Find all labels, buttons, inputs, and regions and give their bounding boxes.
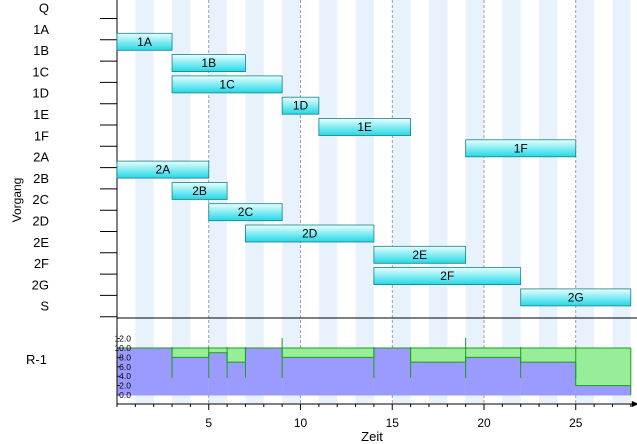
stripe [282, 0, 301, 404]
stripe [392, 0, 411, 404]
task-label: 1E [357, 120, 372, 134]
task-label: 1B [201, 56, 216, 70]
row-label: Q [39, 1, 49, 16]
task-bar [318, 118, 412, 136]
x-tick-label: 25 [569, 416, 583, 430]
stripe [318, 0, 338, 404]
stripe [575, 0, 595, 404]
usage-bar [282, 357, 374, 395]
x-tick-label: 20 [477, 416, 491, 430]
task-bar [116, 32, 173, 51]
task-label: 1F [514, 141, 528, 155]
task-label: 1A [137, 35, 152, 49]
row-label: 2E [33, 235, 49, 250]
task-label: 2B [192, 184, 207, 198]
usage-bar [520, 362, 576, 395]
stripe [502, 0, 521, 404]
row-label: 2C [32, 192, 49, 207]
x-tick-label: 10 [294, 416, 308, 430]
row-label: 2A [33, 150, 49, 165]
resource-histogram [117, 338, 632, 396]
stripe [612, 0, 631, 404]
row-label: S [40, 299, 49, 314]
stripe [539, 0, 558, 404]
stripe [355, 0, 374, 404]
x-axis: 5 10 15 20 25 [116, 404, 632, 430]
resource-tick-label: 8.0 [119, 352, 131, 362]
row-label: 2G [32, 277, 49, 292]
row-label: 2B [33, 171, 49, 186]
resource-tick-label: 0.0 [119, 390, 131, 400]
stripe [428, 0, 448, 404]
task-bar [465, 139, 577, 158]
x-tick-label: 15 [386, 416, 400, 430]
usage-bar [465, 357, 521, 395]
row-label: 1F [34, 128, 49, 143]
task-bar [281, 96, 320, 115]
stripe [465, 0, 484, 404]
resource-tick-label: 12.0 [114, 334, 131, 344]
row-label: 1B [33, 43, 49, 58]
row-label: 2D [32, 214, 49, 229]
usage-bar [117, 348, 173, 395]
task-bar [373, 267, 522, 286]
resource-tick-label: 10.0 [114, 343, 131, 353]
resource-label: R-1 [26, 352, 47, 367]
task-bar [245, 224, 375, 243]
axes [116, 0, 637, 407]
resource-tick-label: 6.0 [119, 362, 131, 372]
row-label: 1A [33, 22, 49, 37]
usage-bar [373, 348, 411, 395]
usage-bar [410, 362, 466, 395]
task-bar [520, 288, 632, 307]
task-bar [116, 160, 210, 179]
row-label: 1D [32, 86, 49, 101]
task-bar [208, 203, 283, 222]
stripe [208, 0, 228, 404]
row-labels: Q 1A 1B 1C 1D 1E 1F 2A 2B 2C 2D 2E 2F 2G S [32, 1, 117, 318]
usage-bar [172, 357, 209, 395]
task-label: 1C [219, 77, 235, 91]
task-label: 2C [238, 205, 254, 219]
task-label: 2D [302, 227, 318, 241]
usage-bar [227, 362, 246, 395]
row-label: 1C [32, 64, 49, 79]
task-bar [171, 54, 246, 72]
y-axis-label: Vorgang [10, 178, 24, 223]
x-tick-label: 5 [205, 416, 212, 430]
resource-tick-label: 2.0 [119, 381, 131, 391]
resource-y-axis: 12.010.08.06.04.02.00.0 [114, 334, 131, 400]
task-bar [373, 245, 467, 264]
task-label: 2F [440, 269, 454, 283]
task-label: 2A [156, 163, 171, 177]
x-axis-label: Zeit [361, 429, 383, 444]
task-bar [171, 75, 283, 94]
row-label: 2F [34, 256, 49, 271]
task-label: 2G [568, 290, 584, 304]
resource-tick-label: 4.0 [119, 371, 131, 381]
x-axis-arrow [631, 401, 637, 407]
usage-bar [245, 348, 283, 395]
stripe [172, 0, 191, 404]
usage-bar [575, 385, 631, 395]
task-label: 2E [412, 248, 427, 262]
stripe [135, 0, 154, 404]
task-bar [171, 181, 228, 200]
task-label: 1D [293, 99, 309, 113]
stripe [245, 0, 264, 404]
vertical-gridlines [208, 0, 577, 404]
row-label: 1E [33, 107, 49, 122]
usage-bar [208, 352, 228, 395]
